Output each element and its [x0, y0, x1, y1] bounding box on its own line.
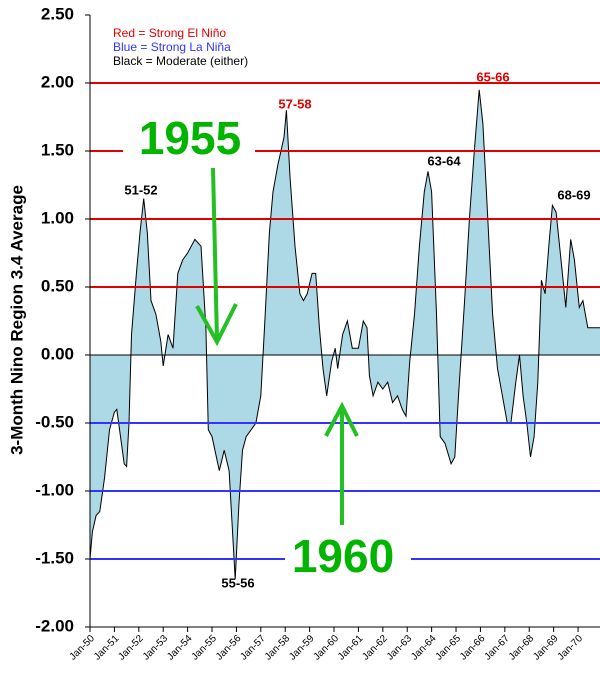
legend-entry: Red = Strong El Niño: [113, 26, 226, 40]
area-fill: [90, 89, 600, 580]
x-tick-label: Jan-69: [531, 633, 561, 663]
x-tick-label: Jan-66: [458, 633, 488, 663]
y-tick-label: -0.50: [35, 412, 74, 431]
x-tick-label: Jan-61: [336, 633, 366, 663]
y-tick-label: -2.00: [35, 616, 74, 635]
x-tick-label: Jan-54: [165, 633, 195, 663]
annotation: 57-58: [278, 96, 311, 111]
x-tick-label: Jan-52: [116, 633, 146, 663]
x-tick-label: Jan-56: [214, 633, 244, 663]
y-tick-label: 2.00: [41, 72, 74, 91]
y-tick-label: -1.50: [35, 548, 74, 567]
y-tick-label: -1.00: [35, 480, 74, 499]
x-tick-label: Jan-60: [312, 633, 342, 663]
x-tick-label: Jan-51: [92, 633, 122, 663]
annotations: 3-Month Nino Region 3.4 Average Red = St…: [7, 26, 590, 590]
y-tick-label: 1.00: [41, 208, 74, 227]
x-tick-label: Jan-50: [68, 633, 98, 663]
annotation: 51-52: [124, 182, 157, 197]
label-box: [123, 128, 255, 180]
x-tick-label: Jan-70: [556, 633, 586, 663]
area-line: [89, 89, 600, 580]
x-tick-label: Jan-65: [434, 633, 464, 663]
x-tick-label: Jan-68: [507, 633, 537, 663]
legend-entry: Blue = Strong La Niña: [113, 40, 231, 54]
y-tick-label: 0.00: [41, 344, 74, 363]
x-tick-label: Jan-57: [238, 633, 268, 663]
x-tick-label: Jan-63: [385, 633, 415, 663]
x-tick-label: Jan-67: [482, 633, 512, 663]
annotation: 65-66: [476, 69, 509, 84]
annotation: 55-56: [221, 575, 254, 590]
plot-lines: [85, 14, 600, 632]
annotation: 68-69: [557, 187, 590, 202]
arrow: [324, 401, 359, 525]
x-tick-label: Jan-62: [360, 633, 390, 663]
y-tick-label: 1.50: [41, 140, 74, 159]
annotation: 1960: [292, 530, 394, 582]
x-tick-label: Jan-64: [409, 633, 439, 663]
x-tick-label: Jan-55: [190, 633, 220, 663]
arrow: [195, 167, 238, 347]
legend-entry: Black = Moderate (either): [113, 54, 248, 68]
x-tick-label: Jan-58: [263, 633, 293, 663]
y-axis-label: 3-Month Nino Region 3.4 Average: [7, 185, 26, 455]
annotation: 1955: [139, 112, 241, 164]
x-tick-label: Jan-59: [287, 633, 317, 663]
y-tick-label: 0.50: [41, 276, 74, 295]
y-tick-label: 2.50: [41, 4, 74, 23]
x-tick-label: Jan-53: [141, 633, 171, 663]
annotation: 63-64: [427, 153, 461, 168]
label-box: [285, 532, 411, 588]
